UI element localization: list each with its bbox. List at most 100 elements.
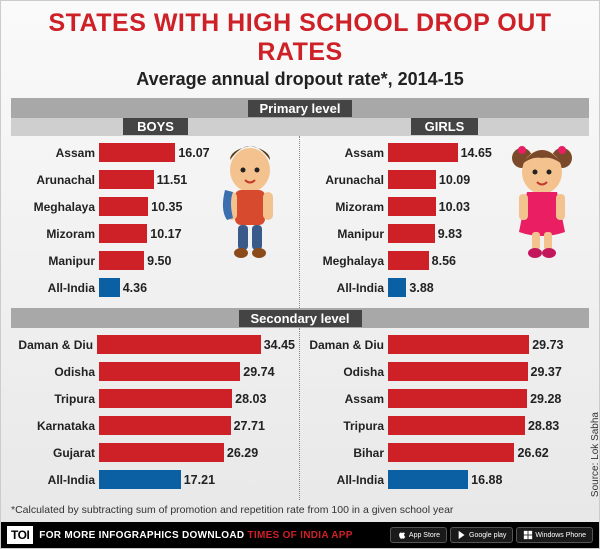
bar-area: 27.71	[99, 416, 295, 435]
bar-row: All-India 17.21	[15, 467, 295, 492]
state-label: Mizoram	[15, 227, 99, 241]
bar	[99, 470, 181, 489]
content-area: STATES WITH HIGH SCHOOL DROP OUT RATES A…	[1, 1, 599, 522]
bar-area: 16.88	[388, 470, 585, 489]
state-label: Arunachal	[304, 173, 388, 187]
boy-icon	[205, 140, 295, 260]
bar-value: 29.37	[531, 365, 562, 379]
bar-area: 28.03	[99, 389, 295, 408]
bar-area: 26.29	[99, 443, 295, 462]
bar-row: Daman & Diu 34.45	[15, 332, 295, 357]
state-label: All-India	[15, 473, 99, 487]
bar-row: Bihar 26.62	[304, 440, 585, 465]
bar-value: 27.71	[234, 419, 265, 433]
bar-row: All-India16.88	[304, 467, 585, 492]
bar-value: 28.83	[528, 419, 559, 433]
bar	[99, 224, 147, 243]
state-label: Tripura	[15, 392, 99, 406]
bar-area: 3.88	[388, 278, 585, 297]
primary-label: Primary level	[248, 100, 353, 117]
source-credit: Source: Lok Sabha	[590, 412, 600, 497]
girl-character	[497, 140, 587, 260]
secondary-boys-panel: Daman & Diu 34.45 Odisha 29.74 Tripura 28.03 K…	[11, 328, 300, 500]
bar	[388, 170, 436, 189]
bar-value: 3.88	[409, 281, 433, 295]
bar-value: 10.35	[151, 200, 182, 214]
bar-value: 11.51	[157, 173, 188, 187]
footer-bar: TOI FOR MORE INFOGRAPHICS DOWNLOAD TIMES…	[1, 522, 599, 548]
bar-value: 8.56	[432, 254, 456, 268]
bar	[388, 278, 406, 297]
bar	[388, 443, 514, 462]
bar-value: 29.28	[530, 392, 561, 406]
apple-icon	[397, 530, 407, 540]
secondary-label: Secondary level	[239, 310, 362, 327]
footer-text: FOR MORE INFOGRAPHICS DOWNLOAD TIMES OF …	[39, 530, 352, 541]
bar	[388, 389, 527, 408]
subtitle: Average annual dropout rate*, 2014-15	[11, 69, 589, 90]
app-store-badges: App Store Google play Windows Phone	[390, 527, 593, 543]
state-label: Odisha	[304, 365, 388, 379]
bar-area: 29.37	[388, 362, 585, 381]
bar-row: Odisha 29.74	[15, 359, 295, 384]
bar-row: Daman & Diu29.73	[304, 332, 585, 357]
googleplay-badge[interactable]: Google play	[450, 527, 513, 543]
state-label: Mizoram	[304, 200, 388, 214]
bar-value: 4.36	[123, 281, 147, 295]
state-label: Meghalaya	[304, 254, 388, 268]
bar-value: 17.21	[184, 473, 215, 487]
footer-text-white: FOR MORE INFOGRAPHICS DOWNLOAD	[39, 530, 247, 541]
state-label: Bihar	[304, 446, 388, 460]
bar	[99, 362, 240, 381]
bar	[99, 251, 144, 270]
main-title: STATES WITH HIGH SCHOOL DROP OUT RATES	[11, 9, 589, 67]
girls-label: GIRLS	[411, 118, 479, 135]
bar-area: 29.74	[99, 362, 295, 381]
state-label: Arunachal	[15, 173, 99, 187]
bar-row: All-India 4.36	[15, 275, 295, 300]
bar-value: 10.03	[439, 200, 470, 214]
bar	[388, 143, 458, 162]
state-label: Manipur	[304, 227, 388, 241]
boys-header: BOYS	[11, 118, 300, 136]
state-label: Assam	[304, 392, 388, 406]
state-label: Assam	[304, 146, 388, 160]
primary-girls-panel: Assam14.65Arunachal10.09Mizoram10.03Mani…	[300, 136, 589, 308]
state-label: Meghalaya	[15, 200, 99, 214]
bar-value: 29.74	[243, 365, 274, 379]
bar-area: 26.62	[388, 443, 585, 462]
bar-value: 34.45	[264, 338, 295, 352]
appstore-badge[interactable]: App Store	[390, 527, 447, 543]
bar	[388, 335, 529, 354]
bar	[99, 416, 231, 435]
bar	[99, 278, 120, 297]
bar-value: 26.62	[517, 446, 548, 460]
state-label: Daman & Diu	[15, 338, 97, 352]
bar	[99, 197, 148, 216]
footer-text-red: TIMES OF INDIA APP	[247, 530, 352, 541]
windows-badge[interactable]: Windows Phone	[516, 527, 593, 543]
primary-boys-panel: Assam16.07Arunachal11.51Meghalaya10.35Mi…	[11, 136, 300, 308]
bar	[97, 335, 261, 354]
bar-value: 28.03	[235, 392, 266, 406]
girls-header: GIRLS	[300, 118, 589, 136]
bar	[388, 251, 429, 270]
bar-value: 9.50	[147, 254, 171, 268]
bar	[388, 362, 528, 381]
boy-character	[205, 140, 295, 260]
primary-strip: Primary level	[11, 98, 589, 118]
bar-row: Gujarat26.29	[15, 440, 295, 465]
state-label: Gujarat	[15, 446, 99, 460]
state-label: Karnataka	[15, 419, 99, 433]
state-label: All-India	[15, 281, 99, 295]
secondary-panel-row: Daman & Diu 34.45 Odisha 29.74 Tripura 28.03 K…	[11, 328, 589, 500]
bar-area: 29.73	[388, 335, 585, 354]
bar	[388, 416, 525, 435]
bar-area: 4.36	[99, 278, 295, 297]
state-label: Daman & Diu	[304, 338, 388, 352]
bar	[99, 389, 232, 408]
secondary-girls-panel: Daman & Diu29.73Odisha29.37Assam29.28Tri…	[300, 328, 589, 500]
bar-area: 28.83	[388, 416, 585, 435]
state-label: Odisha	[15, 365, 99, 379]
bar-value: 10.09	[439, 173, 470, 187]
